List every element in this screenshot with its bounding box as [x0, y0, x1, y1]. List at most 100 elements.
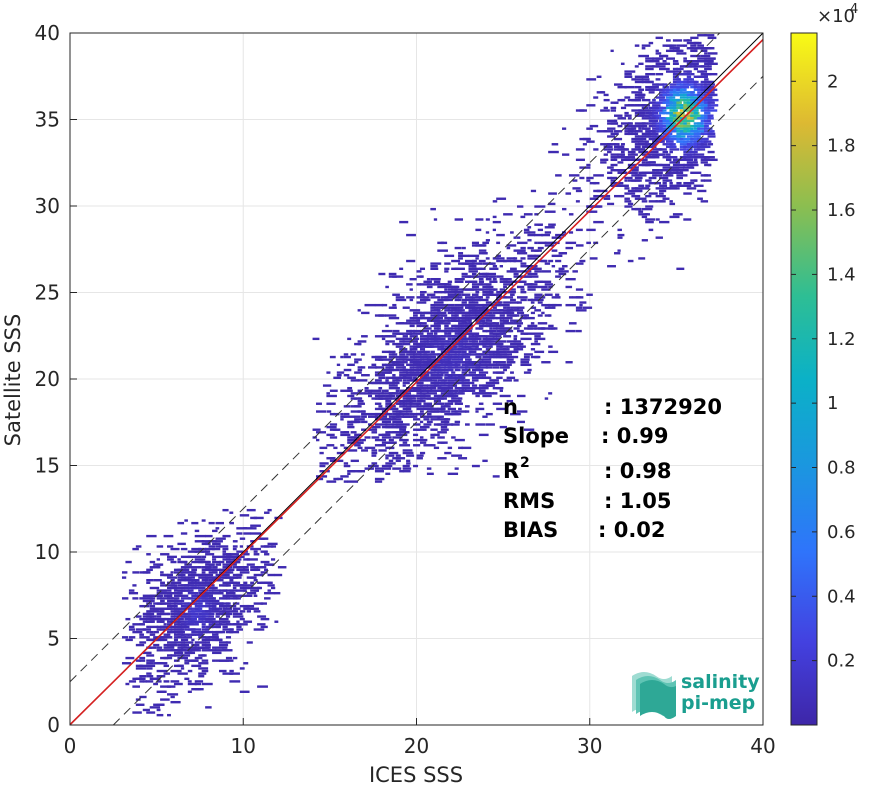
density-cell [478, 374, 486, 377]
density-cell [243, 553, 250, 556]
density-cell [482, 288, 492, 291]
density-cell [516, 324, 522, 328]
density-cell [135, 643, 145, 647]
density-cell [413, 464, 419, 468]
density-cell [160, 620, 165, 623]
density-cell [697, 91, 701, 94]
density-cell [357, 389, 362, 392]
density-cell [471, 280, 477, 283]
density-cell [520, 345, 526, 348]
density-cell [430, 415, 434, 418]
density-cell [447, 350, 454, 354]
density-cell [270, 558, 276, 561]
density-cell [693, 161, 698, 164]
density-cell [236, 581, 241, 585]
density-cell [679, 171, 684, 174]
density-cell [475, 366, 481, 369]
density-cell [537, 314, 543, 317]
density-cell [395, 366, 406, 369]
density-cell [215, 630, 226, 634]
density-cell [627, 202, 634, 206]
density-cell [461, 293, 471, 296]
density-cell [655, 62, 661, 66]
density-cell [506, 306, 511, 309]
density-cell [520, 361, 530, 364]
density-cell [665, 117, 673, 120]
density-cell [655, 163, 663, 167]
density-cell [225, 623, 231, 626]
density-cell [243, 558, 250, 561]
density-cell [655, 194, 666, 198]
density-cell [679, 96, 688, 99]
density-cell [659, 106, 669, 110]
colorbar-tick-label: 1.8 [827, 136, 856, 157]
density-cell [409, 277, 417, 281]
density-cell [704, 122, 712, 125]
density-cell [142, 599, 154, 603]
density-cell [409, 415, 418, 418]
density-cell [250, 581, 255, 585]
density-cell [361, 335, 368, 338]
density-cell [513, 379, 519, 382]
density-cell [503, 277, 512, 281]
density-cell [624, 72, 632, 76]
density-cell [652, 143, 658, 146]
density-cell [409, 402, 421, 405]
density-cell [430, 428, 438, 431]
density-cell [215, 625, 221, 629]
density-cell [153, 566, 160, 569]
density-cell [246, 558, 258, 561]
stat-rms-value: : 1.05 [604, 489, 672, 513]
density-cell [704, 127, 713, 130]
density-cell [423, 316, 427, 320]
density-cell [409, 399, 417, 403]
density-cell [461, 410, 467, 413]
density-cell [381, 412, 389, 416]
density-cell [350, 470, 362, 473]
density-cell [326, 433, 335, 437]
density-cell [496, 197, 507, 200]
density-cell [697, 148, 706, 151]
density-cell [454, 329, 462, 333]
density-cell [201, 630, 210, 634]
density-cell [631, 109, 642, 112]
density-cell [215, 545, 221, 548]
density-cell [468, 270, 478, 273]
density-cell [655, 171, 663, 174]
density-cell [451, 350, 462, 354]
density-cell [264, 568, 268, 572]
density-cell [437, 418, 449, 421]
density-cell [482, 337, 488, 341]
density-cell [423, 353, 434, 356]
density-cell [648, 80, 654, 84]
density-cell [205, 602, 211, 605]
density-cell [419, 322, 427, 325]
y-tick-label: 5 [47, 627, 60, 651]
density-cell [482, 283, 492, 286]
density-cell [510, 270, 521, 273]
density-cell [191, 602, 198, 605]
density-cell [655, 57, 664, 60]
density-cell [205, 643, 211, 647]
density-cell [465, 275, 472, 278]
density-cell [492, 340, 500, 343]
density-cell [485, 262, 496, 265]
density-cell [468, 306, 474, 309]
density-cell [555, 174, 562, 177]
density-cell [523, 231, 531, 234]
density-cell [260, 617, 270, 621]
density-cell [534, 332, 544, 335]
density-cell [534, 233, 544, 237]
density-cell [392, 420, 404, 424]
density-cell [149, 630, 154, 634]
density-cell [385, 457, 389, 460]
density-cell [184, 604, 190, 608]
density-cell [139, 641, 147, 644]
colorbar-tick-label: 0.6 [827, 522, 856, 543]
density-cell [198, 581, 209, 585]
density-cell [679, 109, 687, 112]
density-cell [399, 444, 411, 447]
density-cell [222, 646, 228, 649]
density-cell [686, 140, 693, 143]
density-cell [354, 405, 362, 408]
